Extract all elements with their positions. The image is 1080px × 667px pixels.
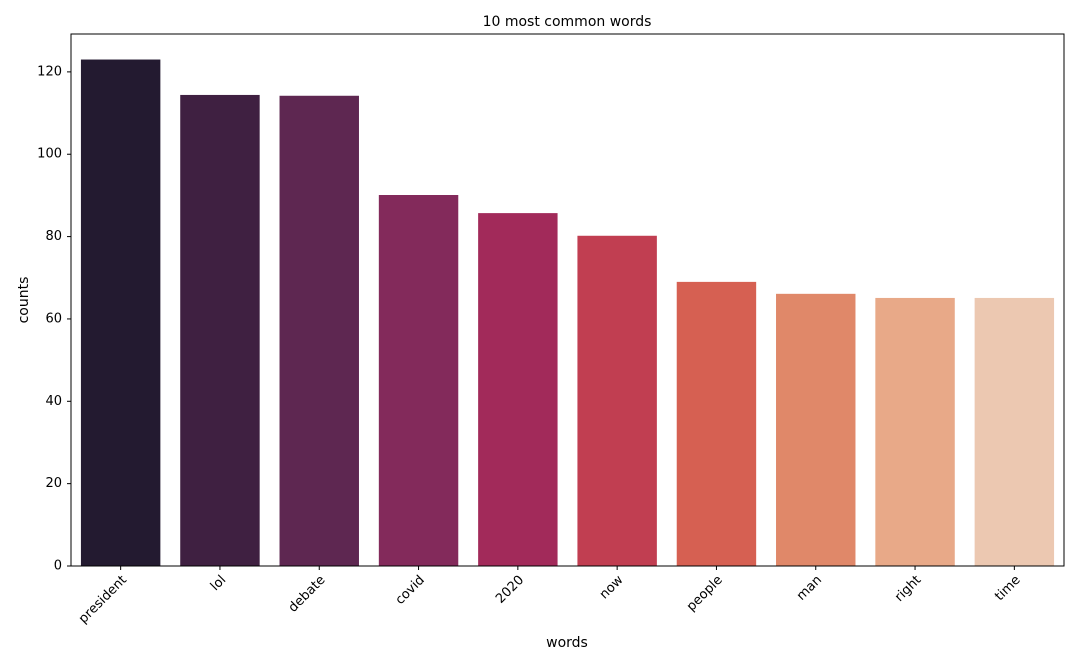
x-tick-label: people: [684, 573, 726, 615]
bar: [478, 213, 558, 566]
bar: [776, 293, 856, 566]
plot-frame: [70, 33, 1065, 567]
y-tick-label: 100: [37, 147, 62, 162]
bar: [875, 297, 955, 566]
y-tick-label: 80: [45, 229, 62, 244]
x-tick-label: covid: [393, 573, 428, 608]
x-tick-label: man: [794, 573, 825, 604]
x-tick-label: president: [76, 573, 130, 627]
y-tick-label: 0: [54, 559, 62, 574]
x-tick-label: right: [892, 573, 924, 605]
bar: [974, 297, 1055, 566]
bar: [577, 235, 657, 566]
x-tick-label: lol: [208, 573, 229, 594]
bar: [279, 95, 359, 566]
y-tick-label: 20: [45, 476, 62, 491]
x-tick-label: now: [597, 572, 627, 602]
bar: [180, 94, 260, 567]
y-tick-label: 60: [45, 311, 62, 326]
chart-title: 10 most common words: [483, 14, 652, 30]
x-tick-label: 2020: [493, 573, 527, 607]
x-tick-label: time: [992, 573, 1023, 604]
bar: [378, 195, 459, 566]
y-tick-label: 120: [37, 64, 62, 79]
x-tick-label: debate: [286, 573, 329, 616]
x-axis-label: words: [546, 635, 588, 651]
y-tick-label: 40: [45, 394, 62, 409]
bar: [676, 281, 757, 566]
y-axis-label: counts: [16, 277, 32, 324]
bar: [80, 59, 161, 566]
